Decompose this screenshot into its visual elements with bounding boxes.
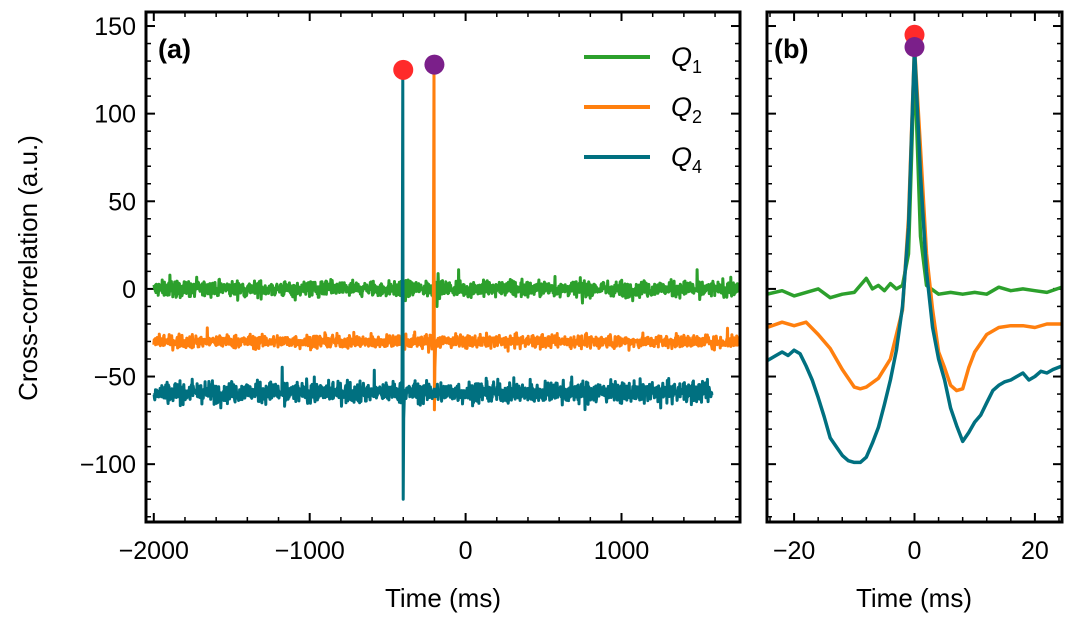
panel-a-x-axis-label: Time (ms)	[385, 583, 501, 613]
x-tick-label: −1000	[275, 537, 345, 565]
y-tick-label: 50	[108, 188, 136, 216]
a-peak-marker-2	[424, 54, 445, 75]
x-tick-label: 20	[1021, 537, 1049, 565]
y-tick-label: 100	[94, 101, 136, 129]
panel-a-frame	[144, 10, 742, 524]
x-tick-label: 1000	[594, 537, 650, 565]
x-tick-label: 0	[459, 537, 473, 565]
legend-label-q1: Q1	[671, 42, 702, 77]
y-axis-label: Cross-correlation (a.u.)	[13, 135, 43, 401]
panel-b-frame	[765, 10, 1064, 524]
panel-b-label: (b)	[774, 34, 808, 64]
a-series-q1-line	[152, 268, 740, 308]
y-tick-label: −100	[80, 451, 136, 479]
legend: Q1 Q2 Q4	[584, 42, 702, 177]
panel-a: (a) −2000 −1000 0 1000 −100 −50 0 50 100 150 Tim…	[13, 10, 742, 613]
panel-a-label: (a)	[158, 34, 191, 64]
y-tick-label: 0	[122, 276, 136, 304]
x-tick-label: 0	[908, 537, 922, 565]
x-tick-label: −2000	[119, 537, 189, 565]
x-tick-label: −20	[773, 537, 815, 565]
b-peak-marker-2	[904, 37, 925, 58]
legend-label-q2: Q2	[671, 92, 702, 127]
legend-label-q4: Q4	[671, 142, 702, 177]
panel-b-x-axis-label: Time (ms)	[856, 583, 972, 613]
y-tick-label: 150	[94, 13, 136, 41]
panel-b: (b) −20 0 20 Time (ms)	[765, 10, 1064, 613]
a-peak-marker-1	[393, 59, 414, 80]
y-tick-label: −50	[94, 364, 136, 392]
a-series-q4-line	[152, 68, 714, 501]
a-series-q2-line	[152, 63, 740, 412]
